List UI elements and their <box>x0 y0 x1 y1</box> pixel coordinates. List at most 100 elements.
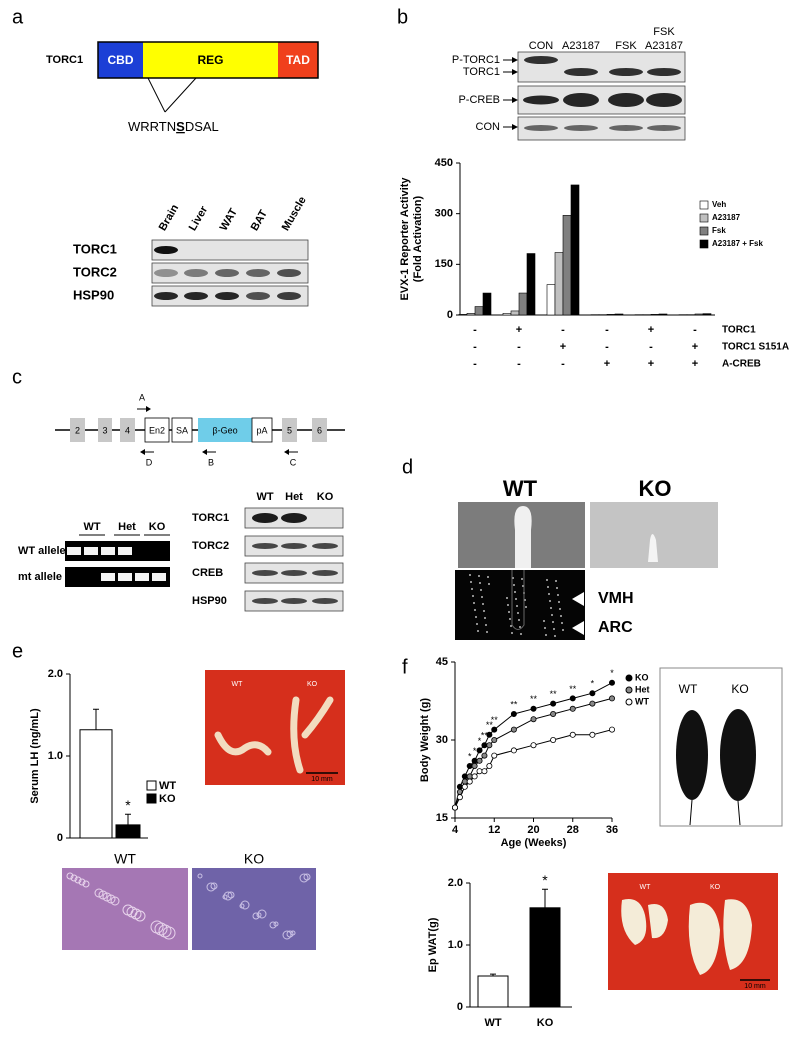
mouse <box>720 709 756 801</box>
scale-label: 10 mm <box>311 776 333 783</box>
condition-sign: - <box>473 324 477 336</box>
tissue <box>214 731 272 756</box>
blot-band <box>524 125 558 131</box>
speckle <box>480 589 482 591</box>
gel-band <box>67 547 81 555</box>
condition-label: TORC1 S151A <box>722 342 789 353</box>
motif-line <box>164 77 197 113</box>
speckle <box>481 596 483 598</box>
speckle <box>483 610 485 612</box>
arrowhead <box>284 449 289 455</box>
allele-label: WT allele <box>18 545 66 557</box>
bar <box>474 306 484 316</box>
significance: * <box>468 751 472 761</box>
legend-marker <box>625 698 633 706</box>
motif-part: S <box>176 119 185 134</box>
marker <box>510 747 517 754</box>
error-bar <box>490 973 496 976</box>
gel-band <box>118 573 132 581</box>
speckle <box>477 630 479 632</box>
legend-swatch <box>699 213 709 223</box>
lane-label: Het <box>285 491 303 503</box>
follicle <box>74 876 82 884</box>
axis-label: Body Weight (g) <box>419 698 431 782</box>
motif-part: DSAL <box>185 119 219 134</box>
x-tick-label: 36 <box>606 824 618 836</box>
blot-row-label: CREB <box>192 567 223 579</box>
photo-label: WT <box>679 682 698 696</box>
marker <box>530 705 537 712</box>
primer-label: D <box>146 457 153 467</box>
bar <box>546 284 556 316</box>
condition-sign: - <box>561 358 565 370</box>
exon <box>98 418 112 442</box>
lane-label: A23187 <box>645 40 683 52</box>
protein-outline <box>97 41 319 79</box>
histology-image <box>192 868 316 950</box>
blot-band <box>609 125 643 131</box>
bar <box>650 314 660 316</box>
x-tick-label: WT <box>484 1017 501 1029</box>
fat-pad <box>688 899 752 975</box>
speckle <box>551 614 553 616</box>
arrowhead <box>140 449 145 455</box>
speckle <box>508 611 510 613</box>
exon <box>198 418 252 442</box>
gel-band <box>118 547 132 555</box>
panel-label: e <box>12 640 23 662</box>
condition-sign: + <box>692 358 698 370</box>
marker <box>486 763 493 770</box>
marker <box>461 778 468 785</box>
condition-sign: + <box>516 324 522 336</box>
blot-band <box>281 543 307 549</box>
significance: * <box>542 872 548 888</box>
marker <box>451 804 458 811</box>
blot-band <box>277 292 301 300</box>
speckle <box>547 586 549 588</box>
exon-label: 3 <box>102 425 107 435</box>
panel-label: f <box>402 656 408 678</box>
exon <box>144 417 170 443</box>
significance: * <box>478 736 482 746</box>
speckle <box>509 618 511 620</box>
follicle <box>197 873 203 879</box>
condition-sign: - <box>649 341 653 353</box>
speckle <box>549 600 551 602</box>
bar <box>466 313 476 316</box>
x-tick-label: 4 <box>452 824 459 836</box>
blot-band <box>564 68 598 76</box>
blot-row-label: P-TORC1 <box>452 54 500 66</box>
bar <box>658 313 668 316</box>
marker <box>461 783 468 790</box>
bar <box>694 313 704 316</box>
condition-sign: - <box>561 324 565 336</box>
histology-label: KO <box>244 851 264 867</box>
marker <box>589 731 596 738</box>
legend-label: A23187 <box>712 213 741 222</box>
exon-label: En2 <box>149 425 165 435</box>
photo-label: WT <box>640 884 652 891</box>
exon <box>282 418 297 442</box>
marker <box>471 757 478 764</box>
y-tick-label: 45 <box>436 656 448 668</box>
significance: ** <box>550 689 558 699</box>
marker <box>550 700 557 707</box>
gel <box>65 541 170 561</box>
region-label: VMH <box>598 590 634 607</box>
speckle <box>475 616 477 618</box>
mouse <box>676 710 708 800</box>
tail <box>689 799 693 826</box>
blot-band <box>563 93 599 107</box>
y-tick-label: 0 <box>457 1001 463 1013</box>
exon <box>120 418 135 442</box>
tissue <box>290 696 334 774</box>
speckle <box>469 574 471 576</box>
lane-label: FSK <box>615 40 637 52</box>
speckle <box>519 626 521 628</box>
speckle <box>543 620 545 622</box>
significance: ** <box>510 699 518 709</box>
arrowhead <box>572 621 584 635</box>
blot-band <box>154 269 178 277</box>
lane-label: Brain <box>157 202 182 233</box>
